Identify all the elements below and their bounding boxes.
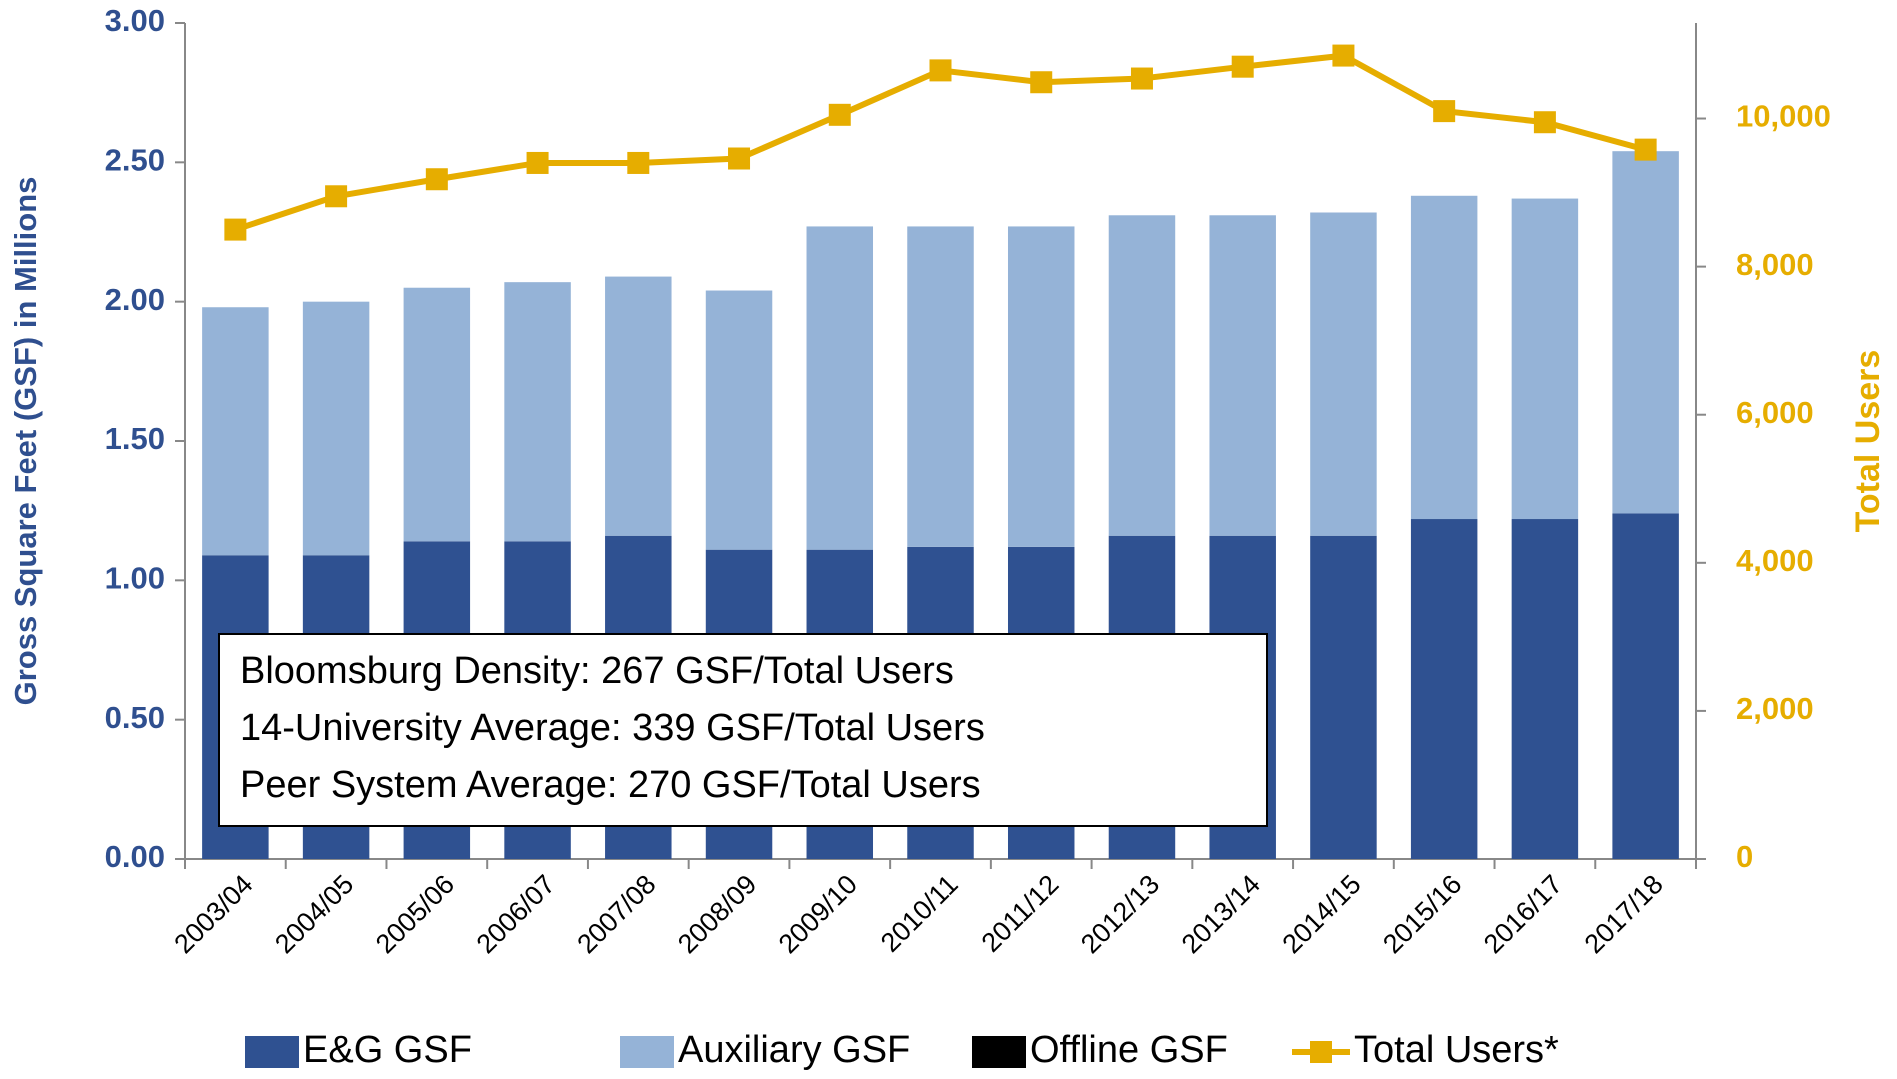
bar bbox=[504, 282, 571, 542]
bar bbox=[1410, 519, 1478, 859]
bar bbox=[705, 290, 773, 550]
y-tick-label: 3.00 bbox=[105, 3, 165, 38]
y-tick-label: 2.50 bbox=[105, 143, 165, 178]
line-marker bbox=[728, 147, 751, 170]
line-marker bbox=[224, 218, 247, 241]
legend-label: Offline GSF bbox=[1030, 1029, 1228, 1071]
annotation-line: Bloomsburg Density: 267 GSF/Total Users bbox=[240, 650, 954, 692]
x-tick-label: 2013/14 bbox=[1176, 869, 1266, 959]
x-tick-label: 2008/09 bbox=[672, 869, 762, 959]
x-tick-label: 2015/16 bbox=[1377, 869, 1467, 959]
x-tick-label: 2009/10 bbox=[773, 869, 863, 959]
y-tick-label: 1.50 bbox=[105, 421, 165, 456]
x-tick-label: 2014/15 bbox=[1276, 869, 1366, 959]
bar bbox=[1310, 212, 1377, 536]
bar bbox=[1612, 513, 1679, 859]
legend-swatch bbox=[245, 1036, 299, 1068]
bar bbox=[1209, 215, 1276, 536]
annotation: Bloomsburg Density: 267 GSF/Total Users 1… bbox=[218, 633, 1268, 827]
legend-marker bbox=[1310, 1041, 1332, 1063]
line-marker bbox=[425, 168, 448, 191]
line-marker bbox=[1433, 100, 1456, 123]
bar bbox=[403, 287, 471, 542]
bar bbox=[907, 226, 974, 547]
legend-label: Auxiliary GSF bbox=[678, 1029, 910, 1071]
annotation-line: Peer System Average: 270 GSF/Total Users bbox=[240, 764, 981, 806]
y2-tick-label: 0 bbox=[1736, 839, 1753, 874]
annotation-line: 14-University Average: 339 GSF/Total Use… bbox=[240, 707, 985, 749]
x-tick-label: 2010/11 bbox=[875, 869, 964, 958]
y-tick-label: 1.00 bbox=[105, 561, 165, 596]
y-tick-label: 0.50 bbox=[105, 700, 165, 735]
y2-tick-label: 4,000 bbox=[1736, 543, 1814, 578]
x-tick-label: 2017/18 bbox=[1579, 869, 1669, 959]
bar bbox=[1612, 151, 1679, 514]
y2-tick-label: 8,000 bbox=[1736, 247, 1814, 282]
bar bbox=[1310, 535, 1377, 859]
legend-label: Total Users* bbox=[1354, 1029, 1559, 1071]
x-tick-label: 2012/13 bbox=[1075, 869, 1165, 959]
y-axis-title: Gross Square Feet (GSF) in Millions bbox=[8, 177, 43, 706]
line-marker bbox=[1030, 71, 1053, 94]
line-marker bbox=[325, 185, 348, 208]
x-tick-label: 2006/07 bbox=[471, 869, 561, 959]
x-tick-label: 2005/06 bbox=[370, 869, 460, 959]
line-marker bbox=[627, 151, 650, 174]
line-marker bbox=[1130, 67, 1153, 90]
x-tick-label: 2007/08 bbox=[571, 869, 661, 959]
bar bbox=[806, 226, 874, 550]
bar bbox=[1410, 195, 1478, 520]
bar bbox=[1511, 519, 1579, 859]
bar bbox=[302, 301, 370, 556]
bar bbox=[202, 307, 269, 556]
bar bbox=[1511, 198, 1579, 520]
bar bbox=[1007, 226, 1075, 547]
line-marker bbox=[526, 151, 549, 174]
x-tick-label: 2003/04 bbox=[168, 869, 258, 959]
line-marker bbox=[1533, 111, 1556, 134]
legend-label: E&G GSF bbox=[303, 1029, 472, 1071]
x-tick-label: 2004/05 bbox=[269, 869, 359, 959]
y2-tick-label: 10,000 bbox=[1736, 99, 1831, 134]
line-marker bbox=[1332, 44, 1355, 67]
y-tick-label: 0.00 bbox=[105, 839, 165, 874]
x-tick-label: 2016/17 bbox=[1478, 869, 1568, 959]
legend-swatch bbox=[620, 1036, 674, 1068]
bar bbox=[1108, 215, 1176, 536]
y-tick-label: 2.00 bbox=[105, 282, 165, 317]
bar bbox=[605, 276, 672, 536]
legend-swatch bbox=[972, 1036, 1026, 1068]
line-marker bbox=[929, 59, 952, 82]
line-marker bbox=[828, 103, 851, 126]
line-marker bbox=[1231, 55, 1254, 78]
x-tick-label: 2011/12 bbox=[976, 869, 1065, 958]
y2-tick-label: 2,000 bbox=[1736, 691, 1814, 726]
y2-axis-title: Total Users bbox=[1849, 350, 1887, 533]
y2-tick-label: 6,000 bbox=[1736, 395, 1814, 430]
line-marker bbox=[1634, 138, 1657, 161]
annotation-box bbox=[218, 633, 1268, 827]
